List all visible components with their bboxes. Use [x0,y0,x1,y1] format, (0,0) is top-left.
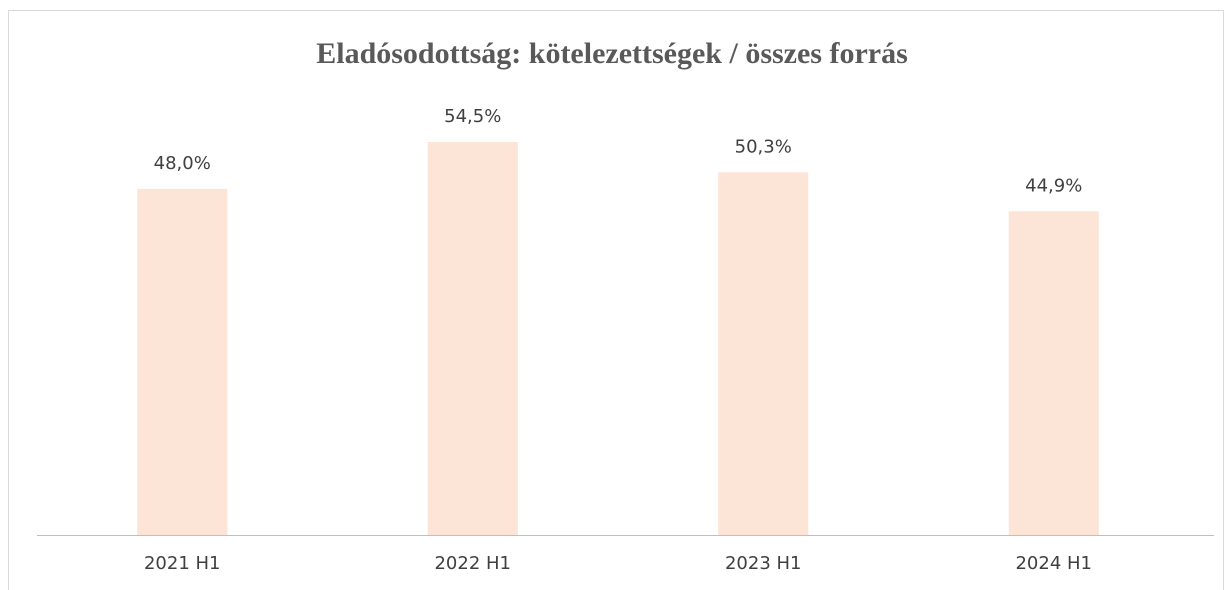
bar [1008,211,1099,535]
bar [137,188,228,536]
data-label: 50,3% [735,136,792,157]
x-tick-label: 2021 H1 [144,553,221,574]
bar [427,142,518,535]
bar [718,172,809,535]
data-label: 54,5% [444,106,501,127]
chart-title: Eladósodottság: kötelezettségek / összes… [316,37,908,70]
data-label: 44,9% [1025,175,1082,196]
x-tick-label: 2022 H1 [434,553,511,574]
chart-frame [8,10,1224,590]
x-tick-label: 2024 H1 [1015,553,1092,574]
x-tick-label: 2023 H1 [725,553,802,574]
data-label: 48,0% [154,153,211,174]
